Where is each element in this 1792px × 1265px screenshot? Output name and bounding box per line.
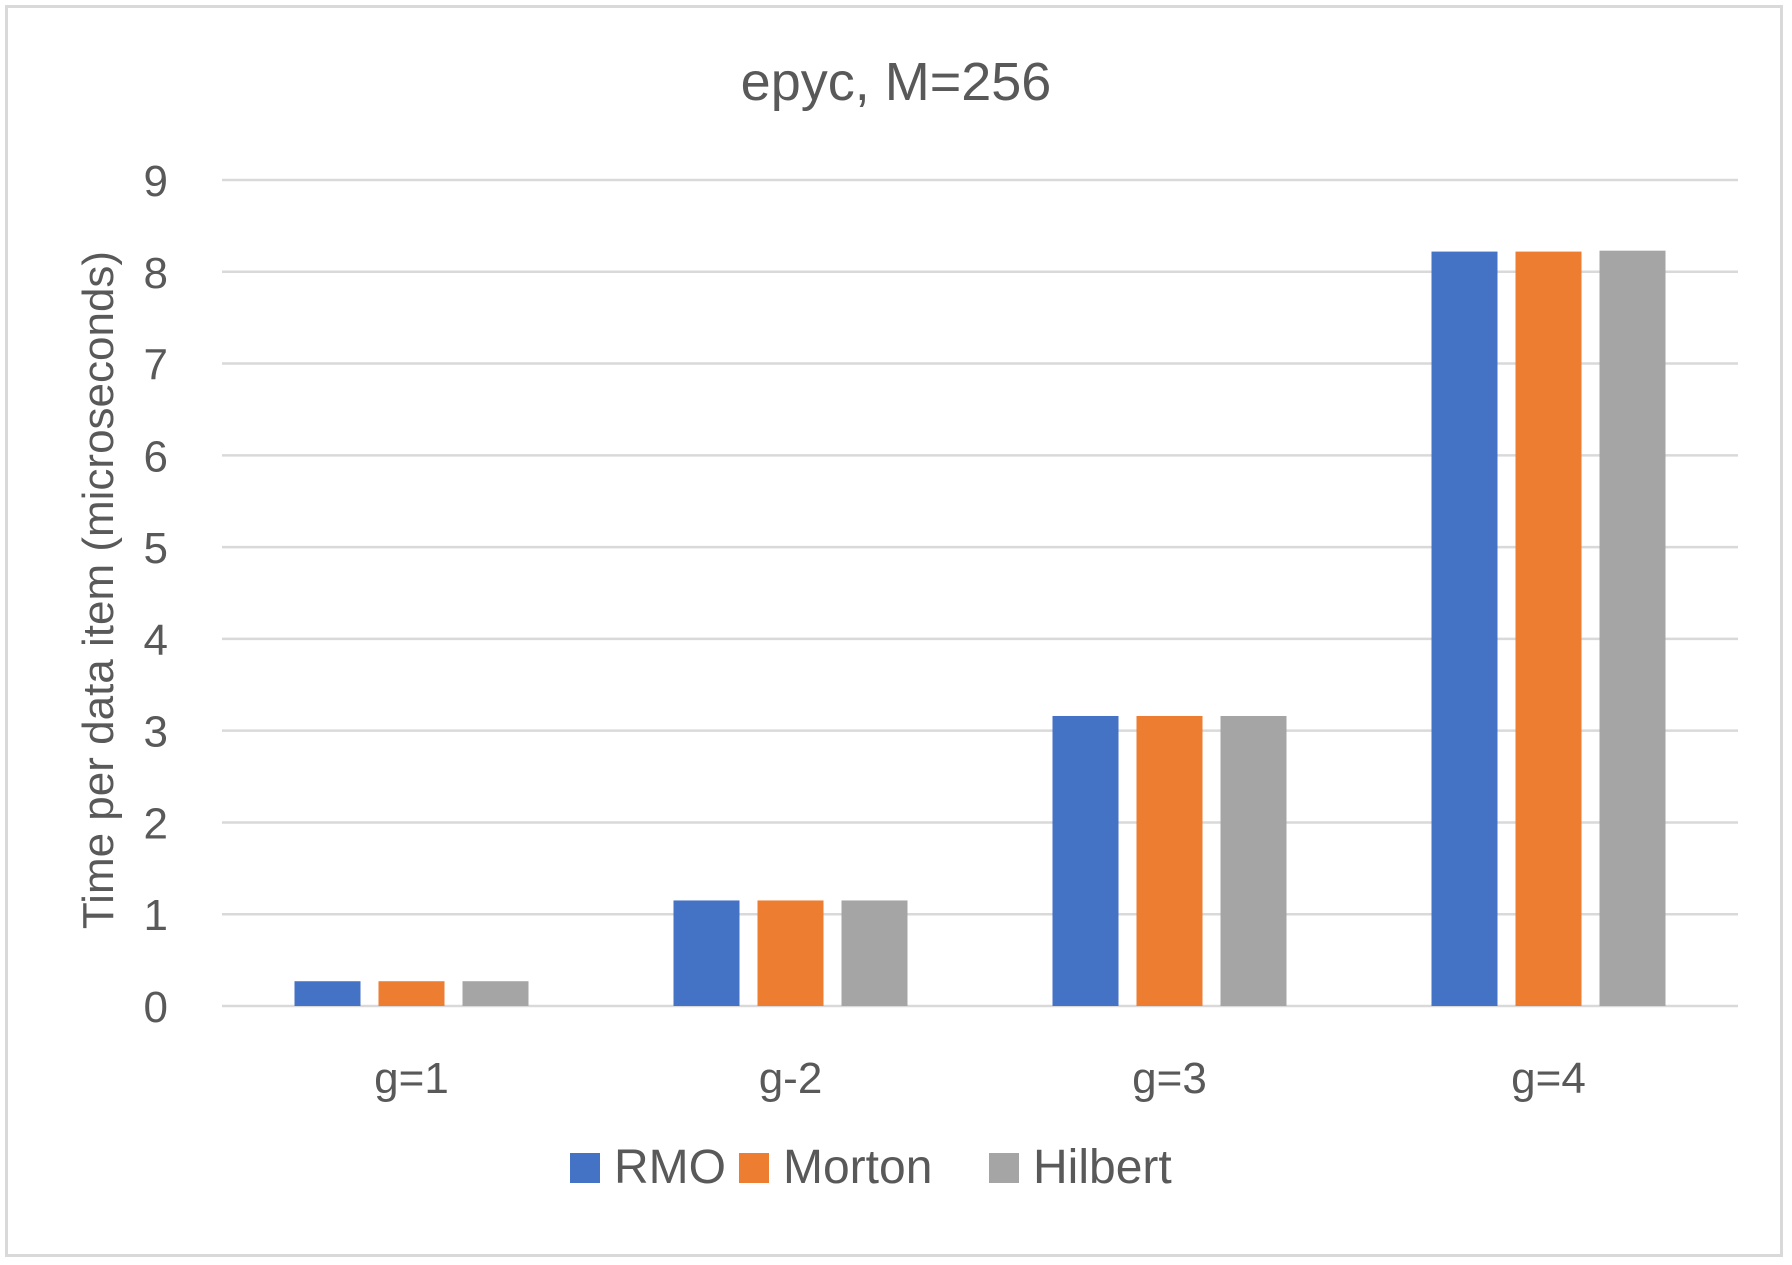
- y-tick-label-3: 3: [144, 708, 168, 757]
- y-axis-ticks: 0 1 2 3 4 5 6 7 8 9: [144, 157, 168, 1032]
- x-tick-label-1: g=1: [374, 1054, 449, 1103]
- y-tick-label-5: 5: [144, 524, 168, 573]
- legend-swatch-hilbert: [989, 1153, 1019, 1183]
- y-tick-label-9: 9: [144, 157, 168, 206]
- bar-rmo-3: [1052, 715, 1119, 1006]
- y-tick-label-0: 0: [144, 983, 168, 1032]
- y-tick-label-6: 6: [144, 432, 168, 481]
- x-axis-ticks: g=1 g-2 g=3 g=4: [374, 1054, 1586, 1103]
- x-tick-label-3: g=3: [1132, 1054, 1207, 1103]
- bar-morton-3: [1136, 715, 1203, 1006]
- bar-rmo-2: [673, 900, 740, 1006]
- gridlines: [222, 178, 1738, 1008]
- legend: RMO Morton Hilbert: [570, 1141, 1172, 1194]
- legend-label-rmo: RMO: [614, 1141, 726, 1194]
- x-tick-label-2: g-2: [759, 1054, 823, 1103]
- bar-rmo-4: [1431, 251, 1498, 1006]
- legend-swatch-morton: [739, 1153, 769, 1183]
- bar-morton-2: [757, 900, 824, 1006]
- legend-swatch-rmo: [570, 1153, 600, 1183]
- bar-morton-4: [1515, 251, 1582, 1006]
- bar-hilbert-4: [1599, 250, 1666, 1006]
- x-tick-label-4: g=4: [1511, 1054, 1586, 1103]
- bar-morton-1: [378, 981, 445, 1006]
- y-tick-label-7: 7: [144, 341, 168, 390]
- legend-label-hilbert: Hilbert: [1033, 1141, 1172, 1194]
- y-axis-label: Time per data item (microseconds): [74, 251, 123, 929]
- bar-hilbert-1: [462, 981, 529, 1006]
- legend-label-morton: Morton: [783, 1141, 932, 1194]
- bar-rmo-1: [294, 981, 361, 1006]
- bars: [294, 250, 1666, 1006]
- y-tick-label-1: 1: [144, 891, 168, 940]
- bar-hilbert-2: [841, 900, 908, 1006]
- bar-hilbert-3: [1220, 715, 1287, 1006]
- y-tick-label-2: 2: [144, 799, 168, 848]
- y-tick-label-8: 8: [144, 249, 168, 298]
- chart-title: epyc, M=256: [741, 52, 1052, 112]
- y-tick-label-4: 4: [144, 616, 168, 665]
